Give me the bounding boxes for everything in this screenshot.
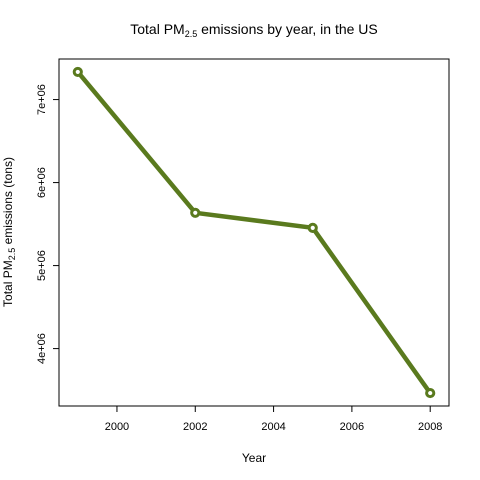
plot-frame bbox=[58, 58, 450, 407]
x-tick-label: 2004 bbox=[261, 421, 285, 433]
data-point bbox=[190, 207, 201, 218]
x-axis-label: Year bbox=[242, 451, 266, 465]
series-line bbox=[75, 69, 433, 396]
y-tick-label: 7e+06 bbox=[36, 84, 48, 115]
y-axis: 4e+06 5e+06 6e+06 7e+06 bbox=[36, 84, 59, 364]
chart-title: Total PM2.5 emissions by year, in the US bbox=[130, 21, 378, 39]
x-tick-label: 2008 bbox=[418, 421, 442, 433]
series-group bbox=[72, 66, 436, 399]
x-axis: 2000 2002 2004 2006 2008 bbox=[105, 406, 442, 433]
y-tick-label: 6e+06 bbox=[36, 167, 48, 198]
data-point bbox=[307, 222, 318, 233]
data-point bbox=[425, 387, 436, 399]
x-tick-label: 2000 bbox=[105, 421, 129, 433]
y-tick-label: 5e+06 bbox=[36, 250, 48, 281]
x-tick-label: 2006 bbox=[340, 421, 364, 433]
y-axis-label: Total PM2.5 emissions (tons) bbox=[1, 157, 17, 307]
x-tick-label: 2002 bbox=[183, 421, 207, 433]
y-tick-label: 4e+06 bbox=[36, 333, 48, 364]
data-point bbox=[72, 66, 83, 78]
